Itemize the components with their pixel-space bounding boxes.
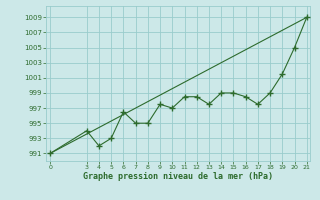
X-axis label: Graphe pression niveau de la mer (hPa): Graphe pression niveau de la mer (hPa) — [84, 172, 273, 181]
